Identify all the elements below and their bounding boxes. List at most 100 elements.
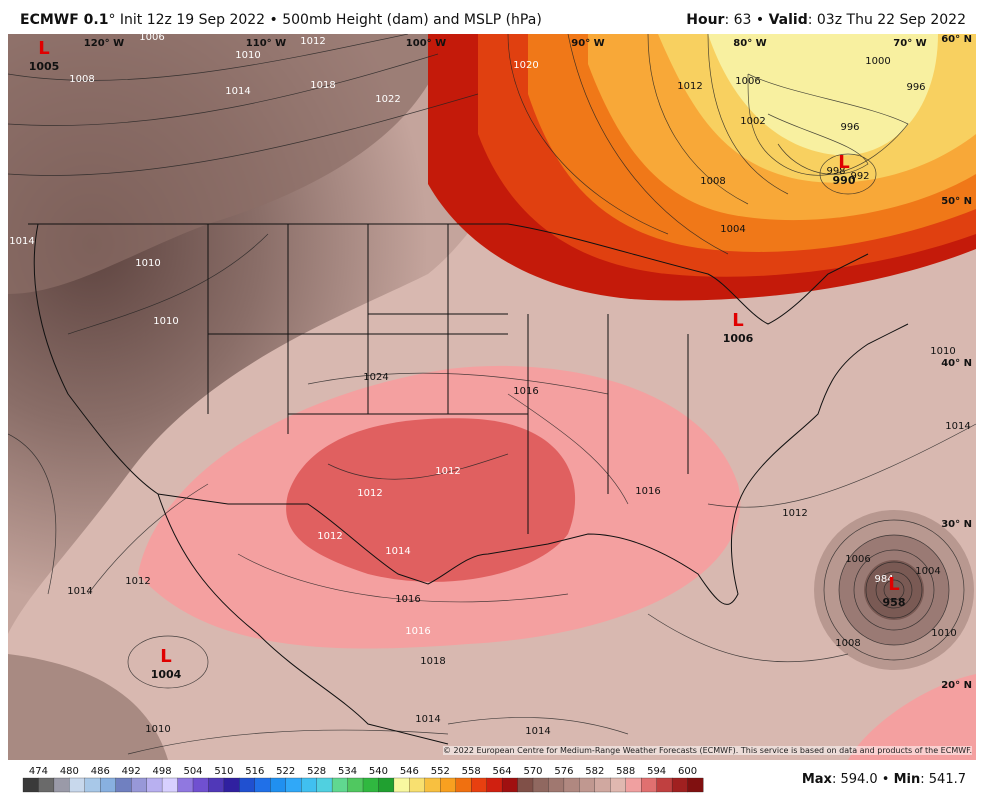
low-symbol: L bbox=[732, 310, 743, 331]
isobar-label: 1012 bbox=[435, 466, 460, 477]
colorbar-tick: 558 bbox=[462, 766, 481, 777]
map: 60° N50° N40° N30° N20° N 120° W 110° W 10… bbox=[8, 34, 976, 760]
isobar-label: 1014 bbox=[525, 726, 550, 737]
color-box bbox=[347, 777, 364, 793]
isobar-label: 1006 bbox=[845, 554, 870, 565]
color-box bbox=[532, 777, 549, 793]
isobar-label: 996 bbox=[840, 122, 859, 133]
hour-label: Hour bbox=[686, 12, 725, 28]
color-box bbox=[440, 777, 457, 793]
color-box bbox=[131, 777, 148, 793]
color-box bbox=[378, 777, 395, 793]
low-symbol: L bbox=[38, 38, 49, 59]
color-box bbox=[455, 777, 472, 793]
isobar-label: 1012 bbox=[300, 36, 325, 47]
ridge-inner bbox=[286, 418, 576, 582]
isobar-label: 1016 bbox=[405, 626, 430, 637]
color-box bbox=[270, 777, 287, 793]
header-right: Hour: 63 • Valid: 03z Thu 22 Sep 2022 bbox=[686, 12, 966, 28]
longitude-label: 110° W bbox=[246, 38, 286, 49]
color-box bbox=[301, 777, 318, 793]
color-box bbox=[316, 777, 333, 793]
colorbar-tick: 594 bbox=[647, 766, 666, 777]
longitude-label: 100° W bbox=[406, 38, 446, 49]
isobar-label: 1016 bbox=[513, 386, 538, 397]
isobar-label: 992 bbox=[850, 171, 869, 182]
colorbar-tick: 570 bbox=[523, 766, 542, 777]
isobar-label: 1014 bbox=[225, 86, 250, 97]
low-pressure: 990 bbox=[833, 174, 856, 187]
run-info: ° Init 12z 19 Sep 2022 • 500mb Height (d… bbox=[108, 12, 542, 28]
colorbar-tick: 528 bbox=[307, 766, 326, 777]
isobar-label: 998 bbox=[826, 166, 845, 177]
max-label: Max bbox=[801, 772, 832, 787]
isobar-label: 1010 bbox=[153, 316, 178, 327]
isobar-label: 1014 bbox=[67, 586, 92, 597]
colorbar-tick: 516 bbox=[245, 766, 264, 777]
isobar-label: 1010 bbox=[931, 628, 956, 639]
color-box bbox=[409, 777, 426, 793]
longitude-label: 90° W bbox=[571, 38, 604, 49]
latitude-label: 50° N bbox=[941, 196, 972, 207]
isobar-label: 1004 bbox=[720, 224, 745, 235]
color-box bbox=[548, 777, 565, 793]
isobar-label: 1018 bbox=[310, 80, 335, 91]
colorbar-tick: 546 bbox=[400, 766, 419, 777]
color-box bbox=[208, 777, 225, 793]
color-box bbox=[53, 777, 70, 793]
colorbar-tick: 474 bbox=[29, 766, 48, 777]
color-box bbox=[22, 777, 39, 793]
colorbar-tick: 504 bbox=[183, 766, 202, 777]
color-box bbox=[424, 777, 441, 793]
north-shade bbox=[8, 34, 448, 294]
latitude-label: 60° N bbox=[941, 34, 972, 45]
color-box bbox=[517, 777, 534, 793]
colorbar-tick: 552 bbox=[431, 766, 450, 777]
isobar-label: 984 bbox=[874, 574, 893, 585]
sw-shade bbox=[8, 654, 168, 760]
color-box bbox=[161, 777, 178, 793]
colorbar-tick: 564 bbox=[493, 766, 512, 777]
isobar-label: 1014 bbox=[415, 714, 440, 725]
isobar-label: 1022 bbox=[375, 94, 400, 105]
color-box bbox=[146, 777, 163, 793]
isobar-labels: 1006 1008 1010 1012 1014 1018 1022 1020 1012 1006… bbox=[9, 34, 970, 737]
colorbar-tick: 522 bbox=[276, 766, 295, 777]
isobar-label: 1002 bbox=[740, 116, 765, 127]
isobar-label: 1012 bbox=[782, 508, 807, 519]
low-symbol: L bbox=[838, 152, 849, 173]
colorbar-tick: 480 bbox=[60, 766, 79, 777]
color-box bbox=[393, 777, 410, 793]
isobar-label: 1006 bbox=[139, 34, 164, 43]
colorbar-tick: 582 bbox=[585, 766, 604, 777]
colorbar-tick: 600 bbox=[678, 766, 697, 777]
isobar-label: 1010 bbox=[135, 258, 160, 269]
isobar-label: 1000 bbox=[865, 56, 890, 67]
isobar-label: 1010 bbox=[145, 724, 170, 735]
color-box bbox=[285, 777, 302, 793]
header-left: ECMWF 0.1° Init 12z 19 Sep 2022 • 500mb … bbox=[20, 12, 542, 28]
hurricane-shade bbox=[814, 510, 974, 670]
longitude-labels: 120° W 110° W 100° W 90° W 80° W 70° W bbox=[84, 38, 927, 49]
colorbar-tick: 540 bbox=[369, 766, 388, 777]
low-symbol: L bbox=[160, 646, 171, 667]
color-box bbox=[362, 777, 379, 793]
colorbar-tick: 576 bbox=[554, 766, 573, 777]
isobar-label: 1024 bbox=[363, 372, 388, 383]
isobar-label: 1010 bbox=[930, 346, 955, 357]
isobar-label: 1004 bbox=[915, 566, 940, 577]
color-box bbox=[625, 777, 642, 793]
isobar-label: 1006 bbox=[735, 76, 760, 87]
color-box bbox=[641, 777, 658, 793]
low-symbol: L bbox=[888, 574, 899, 595]
isobar-label: 1010 bbox=[235, 50, 260, 61]
colorbar-tick: 486 bbox=[91, 766, 110, 777]
color-box bbox=[563, 777, 580, 793]
isobar-label: 1016 bbox=[635, 486, 660, 497]
longitude-label: 80° W bbox=[733, 38, 766, 49]
pale-yellow-band bbox=[708, 34, 938, 156]
valid-label: Valid bbox=[768, 12, 808, 28]
latitude-label: 20° N bbox=[941, 680, 972, 691]
color-box bbox=[331, 777, 348, 793]
